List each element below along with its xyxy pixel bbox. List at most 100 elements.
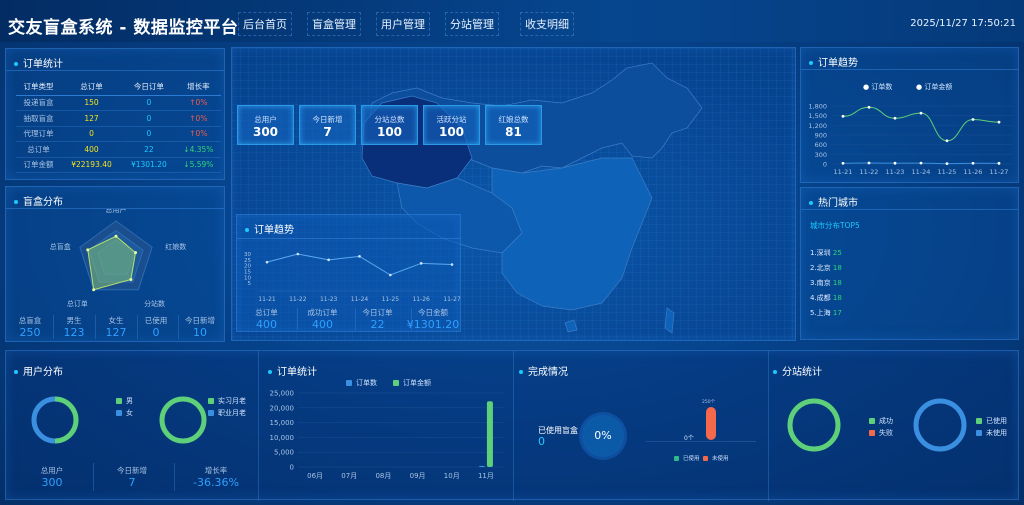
x-tick: 10月 [444, 472, 460, 480]
panel-title-user-dist: 用户分布 [14, 363, 63, 378]
hot-cities-panel: 热门城市 [800, 187, 1019, 340]
stat-label: 总订单 [255, 308, 278, 317]
divider [174, 463, 175, 491]
radar-label: 分站数 [144, 299, 165, 308]
cell: ↓5.59% [175, 157, 221, 173]
map-taiwan [664, 307, 675, 334]
cell: 400 [61, 141, 122, 158]
right-trend-panel: 订单趋势 ● 订单数 ● 订单金额 0 300 600 900 1,200 1,500 1,… [800, 47, 1019, 183]
legend-order-amount[interactable]: ● 订单金额 [916, 83, 953, 91]
cell: 0 [61, 126, 122, 142]
x-tick: 06月 [307, 472, 323, 480]
used-box-label: 已使用盲盒 [538, 426, 578, 435]
legend-label: 未使用 [712, 456, 729, 462]
stat-success-orders: 成功订单 400 [295, 307, 350, 331]
stat-today-orders: 今日订单 22 [350, 307, 405, 331]
table-row: 抽取盲盒 127 0 ↑0% [16, 110, 221, 127]
stat-label: 男生 [66, 316, 82, 325]
city-count: 17 [832, 309, 842, 317]
legend-order-count[interactable]: ● 订单数 [863, 83, 893, 91]
nav-finance[interactable]: 收支明细 [520, 12, 574, 36]
legend-order-amount[interactable]: 订单金额 [393, 378, 431, 388]
stat-label: 今日新增 [117, 466, 147, 475]
data-point [945, 162, 949, 166]
x-tick: 11-25 [382, 296, 400, 303]
y-tick: 15,000 [270, 419, 295, 427]
panel-title-order-bar: 订单统计 [268, 363, 317, 378]
legend-unused-branch[interactable]: 未使用 [976, 428, 1007, 438]
list-item: 2.北京 18 [810, 263, 842, 273]
data-point [841, 161, 845, 165]
radar-label: 总订单 [67, 299, 88, 308]
nav-box-manage[interactable]: 盲盒管理 [307, 12, 361, 36]
x-tick: 11-23 [320, 296, 338, 303]
radar-area [87, 235, 137, 291]
stat-male: 男生 123 [54, 315, 94, 339]
legend-female[interactable]: 女 [116, 408, 133, 418]
legend-success[interactable]: 成功 [869, 416, 893, 426]
cell: ↓4.35% [175, 141, 221, 158]
header: 交友盲盒系统 - 数据监控平台 后台首页 盲盒管理 用户管理 分站管理 收支明细… [0, 0, 1024, 42]
city-name: 1.深圳 [810, 249, 831, 257]
x-tick: 11-21 [258, 296, 276, 303]
legend-intern[interactable]: 实习月老 [208, 396, 246, 406]
divider [137, 315, 138, 339]
panel-header [6, 187, 224, 209]
box-distribution-panel: 盲盒分布 总用户 红娘数 分站数 总订单 总盲盒 总盲盒 250 男生 123 女生 127 … [5, 186, 225, 342]
stat-label: 成功订单 [307, 308, 338, 317]
x-tick: 11-27 [990, 168, 1009, 176]
legend-order-count[interactable]: 订单数 [346, 378, 377, 388]
table-row: 总订单 400 22 ↓4.35% [16, 141, 221, 158]
divider [513, 351, 514, 501]
legend-unused[interactable]: 未使用 [703, 454, 729, 462]
nav-branch-manage[interactable]: 分站管理 [445, 12, 499, 36]
y-tick: 900 [815, 132, 827, 140]
stat-value: 127 [105, 326, 127, 339]
x-tick: 11-24 [912, 168, 931, 176]
data-point [971, 161, 975, 165]
card-value: 100 [376, 125, 403, 139]
stat-growth: 增长率 -36.36% [186, 465, 246, 489]
legend-label: 失败 [879, 429, 893, 437]
legend-used[interactable]: 已使用 [674, 454, 700, 462]
x-tick: 09月 [410, 472, 426, 480]
stat-used: 已使用 0 [136, 315, 176, 339]
cell: ↑0% [175, 126, 221, 142]
divider [93, 463, 94, 491]
divider [258, 351, 259, 501]
legend-male[interactable]: 男 [116, 396, 133, 406]
cell: 抽取盲盒 [16, 110, 62, 127]
y-tick: 5,000 [274, 449, 294, 457]
stat-label: 今日新增 [185, 316, 215, 325]
nav-user-manage[interactable]: 用户管理 [376, 12, 430, 36]
stat-value: 300 [41, 476, 63, 489]
table-row: 代理订单 0 0 ↑0% [16, 126, 221, 142]
divider [411, 308, 412, 330]
x-tick: 11-24 [351, 296, 369, 303]
role-donut [159, 396, 207, 444]
legend-used-branch[interactable]: 已使用 [976, 416, 1007, 426]
legend-fail[interactable]: 失败 [869, 428, 893, 438]
card-value: 81 [505, 125, 522, 139]
city-count: 18 [832, 264, 842, 272]
y-tick: 0 [290, 464, 294, 472]
card-label: 今日新增 [312, 115, 343, 124]
legend-pro[interactable]: 职业月老 [208, 408, 246, 418]
cell: 投递盲盒 [16, 95, 62, 111]
bar-count [478, 465, 485, 467]
city-count: 18 [832, 279, 842, 287]
stat-value: 250 [19, 326, 41, 339]
legend-label: 男 [126, 397, 133, 405]
bottom-panel: 用户分布 男 女 实习月老 职业月老 总用户 300 今日新增 7 增长率 -36.3… [5, 350, 1019, 501]
col-header: 总订单 [61, 79, 122, 96]
divider [178, 315, 179, 339]
map-central-east [491, 157, 653, 311]
panel-header [801, 48, 1018, 70]
nav-home[interactable]: 后台首页 [238, 12, 292, 36]
data-point [997, 120, 1001, 124]
divider [53, 315, 54, 339]
y-tick: 600 [815, 141, 827, 149]
cell: 22 [121, 141, 176, 158]
cell: ¥1301.20 [121, 157, 176, 173]
